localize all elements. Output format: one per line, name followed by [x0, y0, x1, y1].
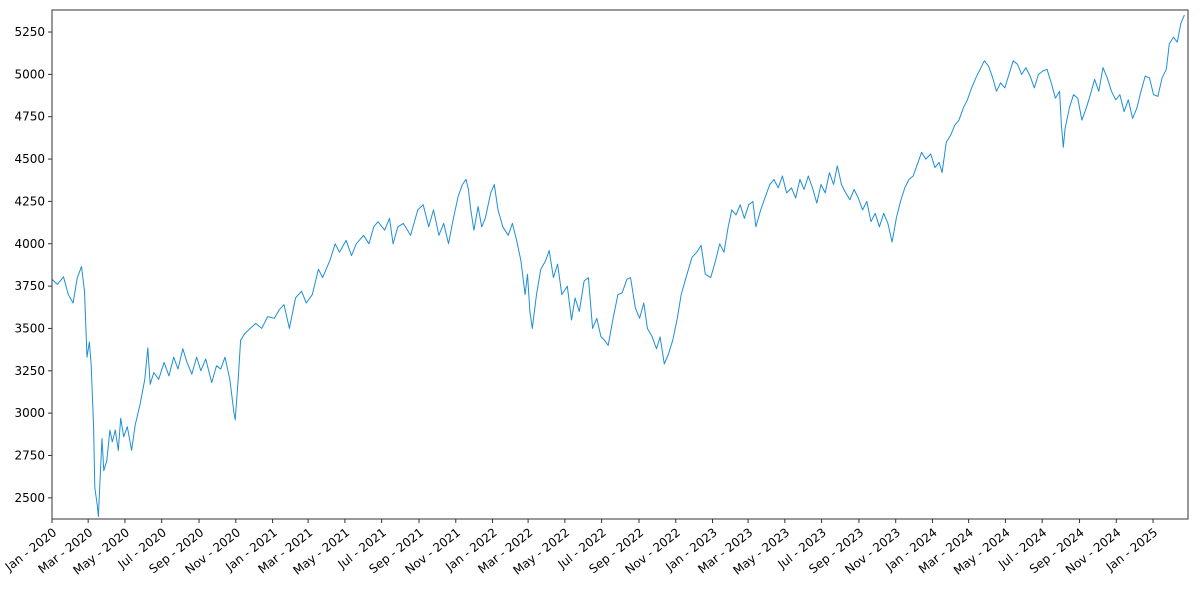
- y-tick-label: 5000: [14, 67, 45, 81]
- y-tick-label: 5250: [14, 25, 45, 39]
- y-tick-label: 4250: [14, 194, 45, 208]
- series-layer: [51, 14, 1185, 517]
- y-tick-label: 2750: [14, 448, 45, 462]
- y-axis: 2500 2750 3000 3250 3500 3750 4000 4250 4500 4750…: [14, 25, 52, 505]
- y-tick-label: 2500: [14, 491, 45, 505]
- series-line: [51, 14, 1185, 517]
- y-tick-label: 3500: [14, 321, 45, 335]
- plot-frame: [51, 9, 1189, 520]
- y-tick-label: 4500: [14, 152, 45, 166]
- y-tick-label: 4000: [14, 237, 45, 251]
- y-tick-label: 3750: [14, 279, 45, 293]
- y-tick-label: 3250: [14, 364, 45, 378]
- y-tick-label: 3000: [14, 406, 45, 420]
- y-tick-label: 4750: [14, 110, 45, 124]
